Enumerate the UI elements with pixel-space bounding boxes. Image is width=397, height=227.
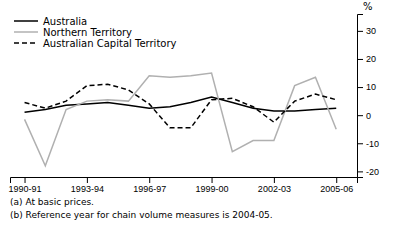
y-tick: -20 [357, 167, 379, 177]
x-tick-mark [87, 177, 88, 183]
footnotes: (a) At basic prices. (b) Reference year f… [10, 197, 273, 220]
x-tick: 1996-97 [133, 177, 166, 194]
x-tick: 1993-94 [71, 177, 104, 194]
y-tick-mark [357, 59, 363, 60]
y-tick: 10 [357, 82, 376, 92]
legend-item: Australian Capital Territory [14, 38, 177, 49]
y-tick-mark [357, 87, 363, 88]
chart: 1990-91 1993-94 1996-97 1999-00 2002-03 2005-… [0, 0, 397, 227]
x-tick: 2002-03 [258, 177, 291, 194]
footnote: (a) At basic prices. [10, 197, 94, 207]
y-tick-label: 20 [366, 54, 376, 64]
y-tick: 30 [357, 26, 376, 36]
y-tick-label: 10 [366, 82, 376, 92]
x-tick-label: 1999-00 [196, 184, 229, 194]
series-line [25, 84, 337, 128]
x-tick-mark [149, 177, 150, 183]
legend-label: Northern Territory [43, 27, 132, 38]
legend-swatch [14, 31, 38, 33]
plot: 1990-91 1993-94 1996-97 1999-00 2002-03 2005-… [9, 1, 379, 194]
legend-swatch [14, 20, 38, 22]
y-tick-mark [357, 171, 363, 172]
y-tick-mark [357, 115, 363, 116]
y-tick: 20 [357, 54, 376, 64]
y-axis: -20 -10 0 10 20 30 [357, 15, 379, 178]
x-axis-line [11, 178, 358, 184]
y-tick-label: -10 [366, 139, 379, 149]
y-tick: 0 [357, 111, 371, 121]
legend-item: Northern Territory [14, 27, 132, 38]
x-tick-label: 1990-91 [9, 184, 42, 194]
y-axis-title: % [363, 1, 373, 12]
footnote: (b) Reference year for chain volume meas… [10, 210, 273, 220]
series-line [25, 73, 337, 166]
y-tick-label: -20 [366, 167, 379, 177]
y-tick-mark [357, 143, 363, 144]
x-tick-mark [274, 177, 275, 183]
x-tick: 2005-06 [320, 177, 353, 194]
lines [25, 73, 337, 166]
x-tick-label: 2005-06 [320, 184, 353, 194]
x-axis: 1990-91 1993-94 1996-97 1999-00 2002-03 2005-… [9, 177, 358, 194]
y-axis-line [358, 15, 364, 178]
legend-item: Australia [14, 16, 87, 27]
y-tick-label: 30 [366, 26, 376, 36]
x-tick-label: 1993-94 [71, 184, 104, 194]
y-tick-label: 0 [366, 111, 371, 121]
x-tick-mark [212, 177, 213, 183]
legend-label: Australia [43, 16, 87, 27]
x-tick-mark [336, 177, 337, 183]
y-tick: -10 [357, 139, 379, 149]
legend-label: Australian Capital Territory [43, 38, 177, 49]
x-tick-mark [25, 177, 26, 183]
x-tick: 1990-91 [9, 177, 42, 194]
y-tick-mark [357, 31, 363, 32]
x-tick-label: 1996-97 [133, 184, 166, 194]
legend: AustraliaNorthern TerritoryAustralian Ca… [14, 16, 177, 49]
legend-swatch [14, 42, 38, 44]
x-tick-label: 2002-03 [258, 184, 291, 194]
x-tick: 1999-00 [196, 177, 229, 194]
